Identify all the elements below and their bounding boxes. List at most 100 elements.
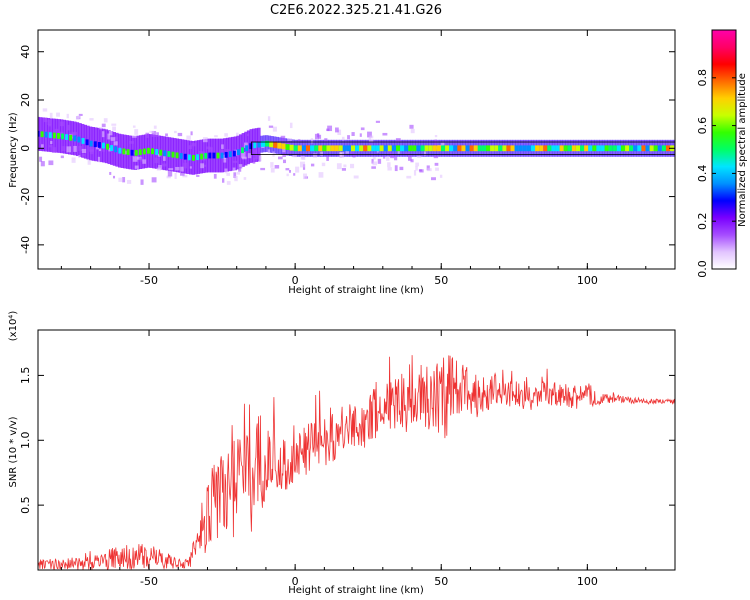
spectrogram-cell [81, 138, 85, 144]
spectrogram-cell [78, 113, 83, 116]
spectrogram-cell [73, 145, 77, 152]
spectrogram-cell [89, 149, 94, 155]
spectrogram-cell [114, 146, 118, 153]
spectrogram-cell [165, 136, 169, 171]
spectrogram-cell [175, 166, 180, 171]
spectrogram-cell [78, 146, 82, 152]
spectrogram-cell [167, 170, 173, 177]
spectrogram-cell [245, 145, 249, 152]
spectrogram-cell [130, 149, 134, 156]
spectrogram-cell [341, 136, 345, 141]
spectrogram-cell [282, 159, 287, 164]
spectrogram-cell [428, 145, 433, 152]
spectrogram-cell [372, 156, 376, 160]
spectrogram-cell [156, 132, 159, 137]
spectrogram-cell [165, 133, 168, 137]
spectrogram-cell [415, 166, 418, 171]
x-tick-label: -50 [140, 274, 158, 287]
spectrogram-cell [214, 135, 218, 138]
spectrogram-cell [136, 156, 142, 160]
spectrogram-cell [584, 145, 589, 152]
spectrogram-panel: -50 0 50 100 -40 -20 0 20 40 Height of straight … [8, 29, 676, 296]
spectrogram-cell [539, 145, 544, 152]
spectrogram-cell [48, 160, 54, 166]
spectrogram-cell [132, 125, 136, 128]
spectrogram-cell [289, 144, 294, 151]
spectrogram-cell [246, 130, 251, 165]
spectrogram-cell [426, 165, 430, 171]
colorbar-tick-label: 0.4 [696, 165, 709, 183]
spectrogram-cell [310, 145, 315, 152]
spectrogram-cell [112, 175, 116, 179]
spectrogram-cell [161, 163, 167, 167]
spectrogram-ylabel: Frequency (Hz) [8, 112, 19, 188]
spectrogram-cell [625, 145, 630, 152]
spectrogram-cell [97, 142, 101, 148]
spectrogram-cell [101, 131, 105, 138]
spectrogram-cell [351, 132, 355, 136]
spectrogram-cell [295, 166, 300, 173]
spectrogram-cell [38, 130, 40, 137]
spectrogram-cell [363, 145, 368, 152]
spectrogram-cell [336, 163, 342, 170]
spectrogram-cell [612, 145, 617, 152]
spectrogram-cell [260, 141, 265, 147]
spectrogram-cell [99, 128, 103, 163]
spectrogram-cell [371, 166, 376, 169]
spectrogram-cell [272, 151, 275, 157]
spectrogram-cell [258, 155, 262, 162]
spectrogram-cell [297, 139, 301, 142]
spectrogram-cell [395, 138, 401, 143]
x-tick-label: -50 [140, 575, 158, 588]
spectrogram-cell [241, 147, 245, 154]
spectrogram-cell [268, 125, 274, 128]
snr-xlabel: Height of straight line (km) [288, 585, 424, 596]
y-tick-label: 0 [19, 145, 32, 152]
spectrogram-cell [113, 141, 118, 146]
spectrogram-cell [265, 140, 270, 147]
spectrogram-cell [98, 148, 102, 152]
spectrogram-cell [375, 145, 380, 152]
spectrogram-cell [547, 145, 552, 152]
spectrogram-cell [184, 157, 187, 163]
spectrogram-cell [270, 167, 275, 173]
spectrogram-cell [432, 145, 437, 152]
spectrogram-cell [368, 137, 372, 140]
spectrogram-cell [139, 157, 144, 162]
spectrogram-cell [588, 145, 593, 152]
spectrogram-cell [410, 159, 414, 163]
spectrogram-cell [140, 179, 144, 185]
spectrogram-cell [305, 145, 310, 152]
spectrogram-cell [282, 147, 286, 153]
spectrogram-cell [342, 145, 347, 152]
spectrogram-cell [457, 145, 462, 152]
spectrogram-cell [241, 152, 246, 158]
spectrogram-cell [136, 135, 140, 170]
spectrogram-cell [391, 145, 396, 152]
spectrogram-cell [226, 181, 231, 185]
spectrogram-cell [171, 151, 175, 158]
spectrogram-cell [267, 116, 271, 121]
spectrogram-cell [600, 145, 605, 152]
spectrogram-cell [196, 154, 200, 161]
spectrogram-cell [477, 145, 482, 152]
spectrogram-cell [293, 173, 296, 176]
spectrogram-cell [314, 133, 319, 140]
spectrogram-cell [236, 171, 241, 175]
spectrogram-cell [277, 142, 282, 149]
snr-plot-area [38, 330, 675, 570]
spectrogram-cell [434, 135, 438, 138]
y-tick-label: 0.5 [19, 496, 32, 514]
spectrogram-cell [110, 145, 114, 151]
colorbar-tick-label: 0.0 [696, 260, 709, 278]
spectrogram-cell [389, 150, 392, 156]
spectrogram-cell [383, 156, 386, 159]
spectrogram-frame [37, 29, 676, 270]
spectrogram-cell [288, 169, 292, 173]
spectrogram-cell [367, 131, 372, 138]
spectrogram-cell [145, 132, 149, 138]
snr-panel: -50 0 50 100 0.5 1.0 1.5 Height of straight li… [8, 311, 676, 596]
spectrogram-cell [355, 145, 360, 152]
spectrogram-cell [132, 152, 137, 155]
spectrogram-cell [49, 145, 53, 148]
